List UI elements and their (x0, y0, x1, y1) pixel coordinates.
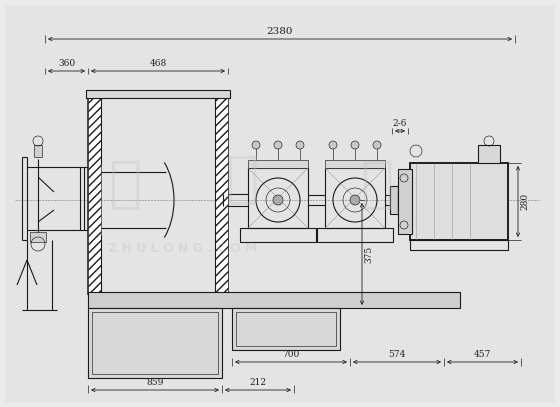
Bar (248, 160, 308, 168)
Text: 網: 網 (360, 157, 393, 212)
Circle shape (373, 141, 381, 149)
Text: 859: 859 (146, 378, 164, 387)
Bar (317, 228, 393, 242)
Text: 700: 700 (282, 350, 300, 359)
Text: 574: 574 (388, 350, 405, 359)
Text: 375: 375 (364, 245, 373, 263)
Bar (410, 163, 508, 240)
Circle shape (350, 195, 360, 205)
Text: 2380: 2380 (267, 27, 293, 36)
Circle shape (273, 195, 283, 205)
Bar (30, 232, 46, 242)
Bar (232, 308, 340, 350)
Bar (86, 90, 230, 98)
Circle shape (296, 141, 304, 149)
Bar (88, 292, 460, 308)
Text: 筑: 筑 (108, 157, 141, 212)
Bar (248, 168, 308, 228)
Circle shape (274, 141, 282, 149)
Bar (478, 145, 500, 163)
Text: 筆: 筆 (225, 152, 258, 207)
Bar (236, 312, 336, 346)
Bar (215, 98, 228, 295)
Bar (34, 145, 42, 157)
Bar (390, 186, 398, 214)
Text: Z H U L O N G . C O M: Z H U L O N G . C O M (108, 242, 258, 255)
Bar (92, 312, 218, 374)
Text: 457: 457 (474, 350, 491, 359)
Bar (410, 240, 508, 250)
Text: 280: 280 (520, 193, 529, 210)
Text: 2-6: 2-6 (393, 119, 407, 128)
Bar (410, 163, 508, 240)
Text: 212: 212 (250, 378, 267, 387)
Bar (398, 169, 412, 234)
Text: 468: 468 (150, 59, 167, 68)
Text: 360: 360 (58, 59, 75, 68)
Circle shape (351, 141, 359, 149)
Circle shape (329, 141, 337, 149)
Circle shape (252, 141, 260, 149)
Bar (325, 168, 385, 228)
Bar (88, 98, 101, 295)
Bar (88, 308, 222, 378)
Bar (325, 160, 385, 168)
Bar (240, 228, 316, 242)
Bar (398, 190, 404, 210)
